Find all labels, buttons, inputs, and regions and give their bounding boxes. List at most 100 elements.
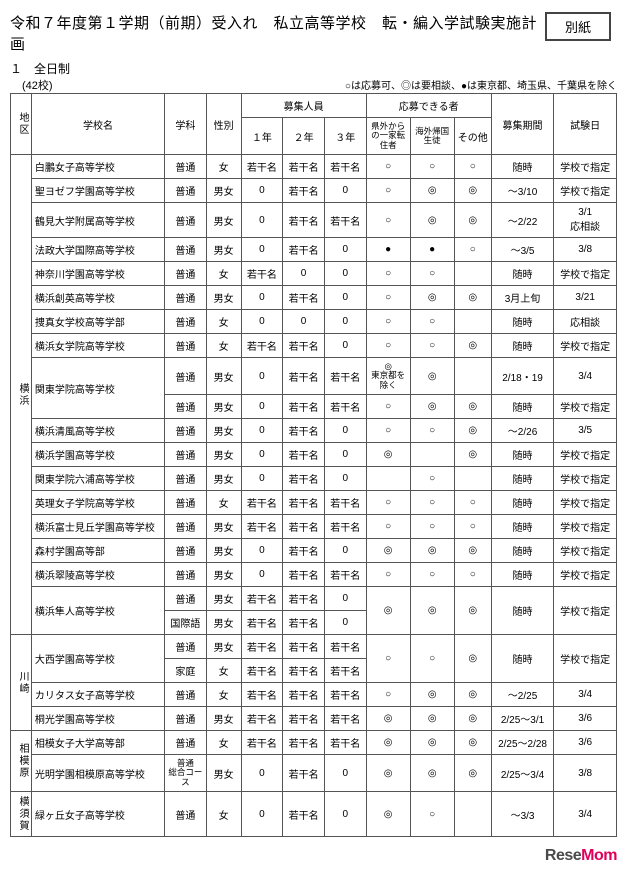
y1-cell: 0 [241,563,283,587]
table-row: 横須賀緑ヶ丘女子高等学校普通女0若干名0◎○～3/33/4 [11,792,617,837]
table-row: 光明学園相模原高等学校普通総合コース男女0若干名0◎◎◎2/25～3/43/8 [11,755,617,792]
region-cell: 川崎 [11,635,32,731]
period-cell: ～2/22 [491,203,554,238]
school-cell: 横浜富士見丘学園高等学校 [31,515,164,539]
y1-cell: 若干名 [241,611,283,635]
a2-cell: ◎ [410,731,454,755]
y3-cell: 0 [324,611,366,635]
a2-cell: ◎ [410,707,454,731]
a2-cell: ● [410,238,454,262]
period-cell: 随時 [491,334,554,358]
a2-cell: ◎ [410,755,454,792]
y1-cell: 0 [241,179,283,203]
a2-cell: ○ [410,467,454,491]
y1-cell: 0 [241,755,283,792]
y3-cell: 若干名 [324,203,366,238]
a1-cell: ○ [366,203,410,238]
a3-cell: ◎ [454,635,491,683]
a2-cell: ○ [410,262,454,286]
exam-cell: 3/4 [554,358,617,395]
exam-cell: 学校で指定 [554,515,617,539]
y3-cell: 0 [324,467,366,491]
y3-cell: 若干名 [324,515,366,539]
dept-cell: 普通 [165,635,207,659]
sex-cell: 女 [206,792,241,837]
th-y2: ２年 [283,118,325,155]
exam-cell: 学校で指定 [554,539,617,563]
a2-cell: ○ [410,563,454,587]
y1-cell: 0 [241,358,283,395]
sex-cell: 男女 [206,707,241,731]
a3-cell: ○ [454,491,491,515]
a2-cell: ◎ [410,683,454,707]
sex-cell: 男女 [206,358,241,395]
a2-cell: ○ [410,155,454,179]
y3-cell: 0 [324,286,366,310]
a1-cell: ◎ [366,731,410,755]
sex-cell: 男女 [206,755,241,792]
a1-cell: ○ [366,515,410,539]
period-cell: 随時 [491,515,554,539]
table-row: 捜真女学校高等学部普通女000○○随時応相談 [11,310,617,334]
period-cell: 2/25～3/1 [491,707,554,731]
school-cell: 森村学園高等部 [31,539,164,563]
subtitle-2: (42校) ○は応募可、◎は要相談、●は東京都、埼玉県、千葉県を除く [22,77,617,93]
y1-cell: 若干名 [241,515,283,539]
y1-cell: 0 [241,203,283,238]
y2-cell: 若干名 [283,358,325,395]
a2-cell: ◎ [410,286,454,310]
y1-cell: 若干名 [241,731,283,755]
region-cell: 相模原 [11,731,32,792]
y2-cell: 若干名 [283,539,325,563]
school-cell: カリタス女子高等学校 [31,683,164,707]
school-cell: 横浜隼人高等学校 [31,587,164,635]
y2-cell: 若干名 [283,659,325,683]
table-row: 聖ヨゼフ学園高等学校普通男女0若干名0○◎◎～3/10学校で指定 [11,179,617,203]
y3-cell: 若干名 [324,707,366,731]
sex-cell: 女 [206,262,241,286]
table-row: 横浜学園高等学校普通男女0若干名0◎◎随時学校で指定 [11,443,617,467]
table-row: 横浜創英高等学校普通男女0若干名0○◎◎3月上旬3/21 [11,286,617,310]
a3-cell: ◎ [454,179,491,203]
a3-cell: ◎ [454,707,491,731]
a3-cell: ◎ [454,419,491,443]
sex-cell: 女 [206,310,241,334]
sex-cell: 女 [206,683,241,707]
sex-cell: 男女 [206,539,241,563]
th-a3: その他 [454,118,491,155]
th-region: 地区 [11,94,32,155]
y1-cell: 0 [241,310,283,334]
y2-cell: 若干名 [283,515,325,539]
dept-cell: 普通 [165,563,207,587]
exam-cell: 3/6 [554,731,617,755]
sex-cell: 男女 [206,467,241,491]
sex-cell: 男女 [206,238,241,262]
y2-cell: 若干名 [283,467,325,491]
th-y3: ３年 [324,118,366,155]
a2-cell: ◎ [410,395,454,419]
a3-cell: ○ [454,515,491,539]
y1-cell: 0 [241,792,283,837]
school-cell: 聖ヨゼフ学園高等学校 [31,179,164,203]
y2-cell: 若干名 [283,443,325,467]
a1-cell [366,467,410,491]
a2-cell: ◎ [410,358,454,395]
school-cell: 神奈川学園高等学校 [31,262,164,286]
a2-cell: ◎ [410,179,454,203]
y2-cell: 若干名 [283,587,325,611]
table-row: 法政大学国際高等学校普通男女0若干名0●●○～3/53/8 [11,238,617,262]
school-cell: 関東学院高等学校 [31,358,164,419]
period-cell: 2/25～3/4 [491,755,554,792]
exam-cell: 3/1応相談 [554,203,617,238]
table-row: 横浜清風高等学校普通男女0若干名0○○◎～2/263/5 [11,419,617,443]
exam-cell: 3/6 [554,707,617,731]
y3-cell: 若干名 [324,659,366,683]
school-cell: 相模女子大学高等部 [31,731,164,755]
a1-cell: ○ [366,491,410,515]
dept-cell: 普通 [165,683,207,707]
schedule-table: 地区 学校名 学科 性別 募集人員 応募できる者 募集期間 試験日 １年 ２年 … [10,93,617,837]
sex-cell: 男女 [206,286,241,310]
period-cell: ～3/3 [491,792,554,837]
table-row: 鶴見大学附属高等学校普通男女0若干名若干名○◎◎～2/223/1応相談 [11,203,617,238]
sex-cell: 女 [206,155,241,179]
